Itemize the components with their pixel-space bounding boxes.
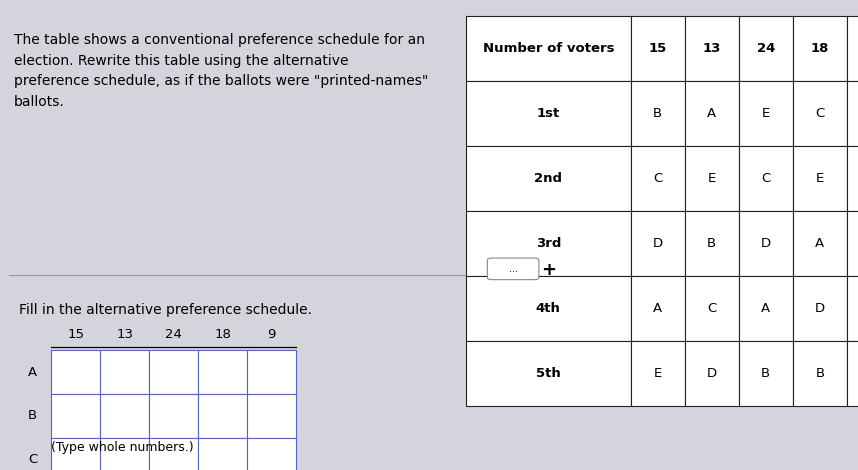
Text: 4th: 4th [536, 302, 560, 315]
Text: +: + [541, 261, 557, 279]
Text: B: B [28, 409, 37, 422]
Text: C: C [28, 453, 37, 466]
Text: A: A [28, 366, 37, 378]
Text: B: B [653, 107, 662, 120]
Text: C: C [707, 302, 716, 315]
Text: A: A [761, 302, 770, 315]
Text: C: C [653, 172, 662, 185]
Text: C: C [761, 172, 770, 185]
Text: 9: 9 [268, 328, 275, 341]
Text: A: A [707, 107, 716, 120]
Text: D: D [653, 237, 662, 250]
Text: E: E [708, 172, 716, 185]
Text: A: A [815, 237, 825, 250]
Text: 15: 15 [649, 42, 667, 55]
Text: 18: 18 [811, 42, 829, 55]
Text: Fill in the alternative preference schedule.: Fill in the alternative preference sched… [19, 303, 311, 317]
Text: ...: ... [509, 264, 517, 274]
Text: E: E [654, 367, 662, 380]
Text: 13: 13 [117, 328, 133, 341]
Text: 15: 15 [68, 328, 84, 341]
Text: 24: 24 [757, 42, 775, 55]
Text: E: E [816, 172, 824, 185]
Text: 5th: 5th [536, 367, 560, 380]
Text: B: B [815, 367, 825, 380]
Text: The table shows a conventional preference schedule for an
election. Rewrite this: The table shows a conventional preferenc… [14, 33, 428, 109]
Text: C: C [815, 107, 825, 120]
Text: D: D [815, 302, 825, 315]
Text: B: B [761, 367, 770, 380]
Text: 13: 13 [703, 42, 721, 55]
Text: B: B [707, 237, 716, 250]
Text: 1st: 1st [536, 107, 560, 120]
Text: Number of voters: Number of voters [482, 42, 614, 55]
Text: 3rd: 3rd [535, 237, 561, 250]
Text: A: A [653, 302, 662, 315]
Text: (Type whole numbers.): (Type whole numbers.) [51, 440, 194, 454]
Text: D: D [761, 237, 770, 250]
Text: 18: 18 [214, 328, 231, 341]
Text: 2nd: 2nd [535, 172, 562, 185]
Text: D: D [707, 367, 716, 380]
Text: E: E [762, 107, 770, 120]
Text: 24: 24 [166, 328, 182, 341]
